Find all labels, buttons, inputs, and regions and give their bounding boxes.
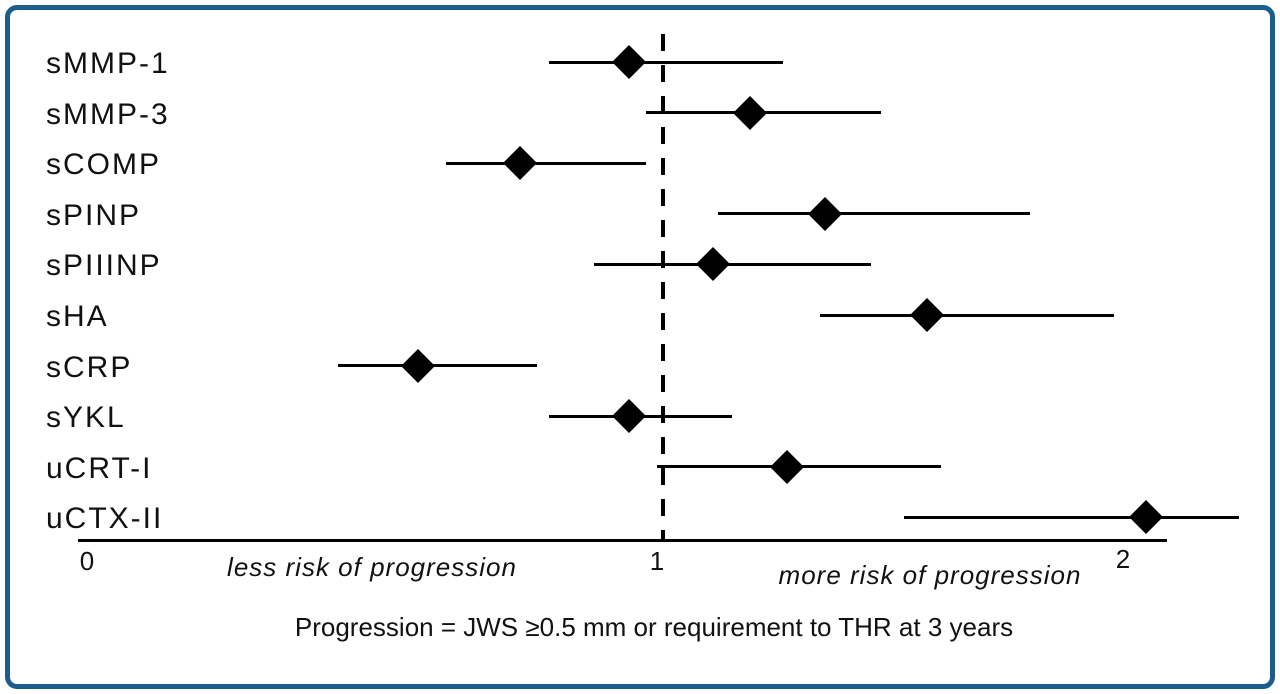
- row-label: uCRT-I: [46, 451, 153, 485]
- estimate-diamond: [1129, 500, 1164, 535]
- estimate-diamond: [503, 146, 538, 181]
- x-tick-1: 1: [649, 546, 665, 576]
- x-tick-0: 0: [79, 546, 95, 576]
- row-label: sMMP-1: [46, 47, 170, 80]
- more-risk-label: more risk of progression: [778, 560, 1082, 590]
- figure-caption: Progression = JWS ≥0.5 mm or requirement…: [294, 612, 1014, 642]
- x-axis-line: [78, 539, 1167, 542]
- estimate-diamond: [611, 399, 646, 434]
- estimate-diamond: [695, 247, 730, 282]
- row-label: sCRP: [46, 350, 133, 384]
- row-label: sHA: [46, 300, 109, 333]
- row-label: sPIIINP: [46, 249, 162, 283]
- estimate-diamond: [770, 449, 805, 484]
- row-label: sPINP: [46, 198, 142, 232]
- ci-line: [594, 262, 872, 266]
- row-label: sYKL: [46, 401, 126, 435]
- estimate-diamond: [611, 45, 646, 79]
- row-label: sCOMP: [46, 148, 161, 182]
- ci-line: [337, 364, 538, 368]
- x-tick-2: 2: [1115, 544, 1131, 574]
- ci-line: [903, 515, 1240, 519]
- less-risk-label: less risk of progression: [227, 552, 517, 582]
- row-label: sMMP-3: [46, 97, 170, 131]
- estimate-diamond: [807, 196, 842, 231]
- reference-line: [661, 34, 665, 542]
- ci-line: [820, 313, 1114, 317]
- estimate-diamond: [733, 95, 768, 130]
- row-label: uCTX-II: [46, 502, 164, 536]
- ci-line: [717, 212, 1030, 216]
- estimate-diamond: [400, 348, 435, 383]
- ci-line: [446, 161, 646, 165]
- ci-line: [548, 60, 783, 64]
- estimate-diamond: [910, 298, 945, 332]
